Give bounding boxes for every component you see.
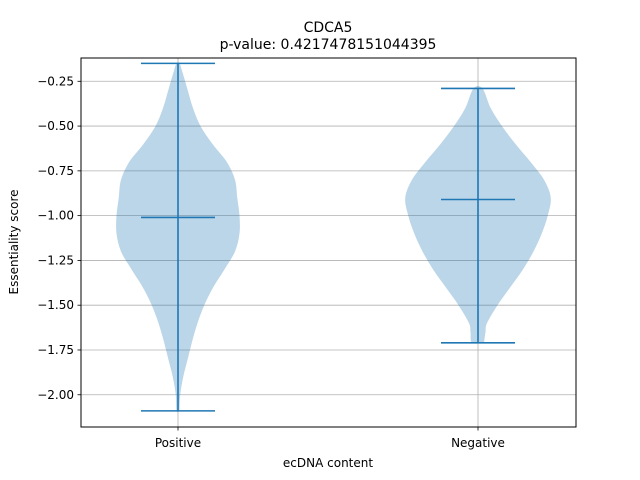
y-tick-label: −0.25: [37, 74, 74, 88]
y-tick-label: −0.75: [37, 164, 74, 178]
x-tick-label: Negative: [451, 436, 505, 450]
y-tick-label: −0.50: [37, 119, 74, 133]
violin-stat-lines: [141, 62, 515, 412]
y-axis-label: Essentiality score: [7, 190, 21, 295]
y-tick-label: −1.25: [37, 253, 74, 267]
y-tick-label: −1.00: [37, 209, 74, 223]
y-axis-ticks: −0.25 −0.50 −0.75 −1.00 −1.25 −1.50 −1.75 −2.00: [37, 74, 81, 402]
chart-subtitle: p-value: 0.4217478151044395: [220, 37, 437, 53]
x-axis-ticks: Positive Negative: [155, 427, 505, 450]
plot-area-frame: [80, 57, 577, 428]
y-tick-label: −2.00: [37, 388, 74, 402]
x-tick-label: Positive: [155, 436, 201, 450]
chart-title: CDCA5: [304, 20, 353, 36]
y-tick-label: −1.50: [37, 298, 74, 312]
y-tick-label: −1.75: [37, 343, 74, 357]
x-axis-label: ecDNA content: [283, 456, 373, 470]
